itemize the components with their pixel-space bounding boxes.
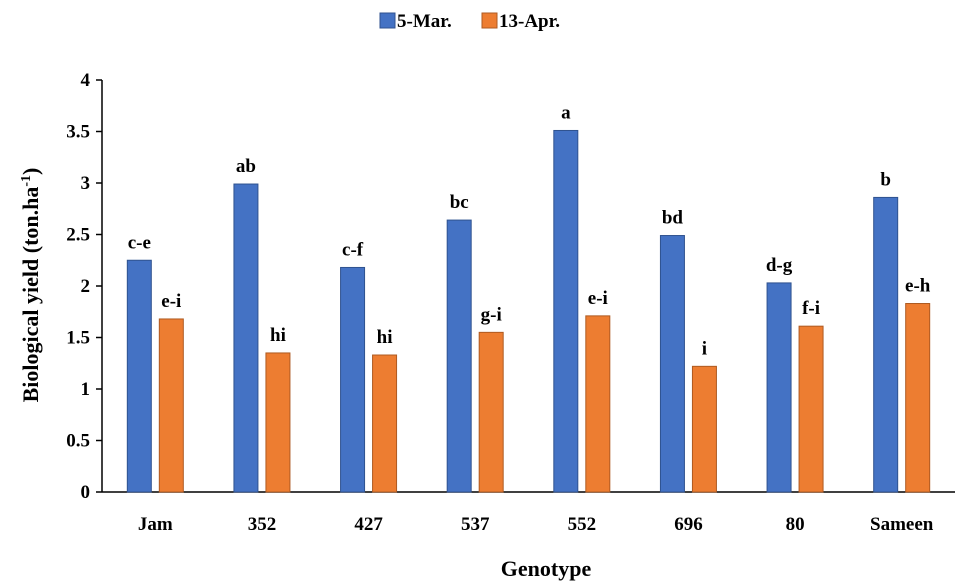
y-axis-title-end: ): [18, 168, 43, 175]
bar-13-apr: [691, 365, 717, 493]
x-category-label: 427: [354, 514, 383, 535]
legend-label-5-mar: 5-Mar.: [397, 11, 452, 32]
bar-significance-label: hi: [270, 325, 286, 346]
bar-13-apr: [372, 354, 398, 493]
y-tick-label: 3: [81, 173, 91, 194]
bar-5-mar: [446, 219, 472, 493]
y-tick-label: 1: [81, 379, 91, 400]
bar-significance-label: d-g: [766, 255, 793, 276]
bar-13-apr: [905, 303, 931, 493]
bar-5-mar: [873, 196, 899, 493]
bar-significance-label: hi: [377, 327, 393, 348]
y-axis-title-main: Biological yield (ton.ha: [18, 187, 43, 403]
bar-significance-label: g-i: [481, 304, 502, 325]
x-category-label: 537: [461, 514, 490, 535]
legend-swatch-13-apr: [481, 12, 498, 29]
bar-13-apr: [158, 318, 184, 493]
x-category-label: 552: [568, 514, 597, 535]
bar-5-mar: [340, 266, 366, 493]
bar-13-apr: [585, 315, 611, 493]
bar-significance-label: c-e: [128, 232, 151, 253]
y-tick-label: 2: [81, 276, 91, 297]
bar-significance-label: i: [702, 338, 707, 359]
x-category-label: 80: [786, 514, 805, 535]
bar-significance-label: e-i: [161, 291, 181, 312]
x-category-label: 696: [674, 514, 703, 535]
x-category-label: 352: [248, 514, 277, 535]
bar-significance-label: ab: [236, 156, 256, 177]
bar-5-mar: [766, 282, 792, 493]
legend: 5-Mar. 13-Apr.: [379, 11, 560, 32]
x-category-label: Jam: [138, 514, 173, 535]
y-tick-label: 0.5: [66, 431, 90, 452]
y-tick-label: 2.5: [66, 225, 90, 246]
bar-significance-label: e-h: [905, 276, 931, 297]
bar-5-mar: [126, 259, 152, 493]
legend-swatch-5-mar: [379, 12, 396, 29]
y-tick-label: 1.5: [66, 328, 90, 349]
bar-significance-label: b: [880, 169, 891, 190]
plot-area: 00.511.522.533.54Jamc-ee-i352abhi427c-fh…: [66, 70, 955, 535]
x-category-label: Sameen: [870, 514, 934, 535]
y-tick-label: 4: [81, 70, 91, 91]
y-tick-label: 0: [81, 482, 91, 503]
bar-significance-label: f-i: [802, 298, 820, 319]
y-axis-title-sup: -1: [19, 175, 34, 187]
y-tick-label: 3.5: [66, 122, 90, 143]
legend-label-13-apr: 13-Apr.: [499, 11, 560, 32]
y-axis-title: Biological yield (ton.ha-1): [18, 168, 43, 403]
bar-significance-label: c-f: [342, 239, 364, 260]
bar-5-mar: [233, 183, 259, 493]
bar-13-apr: [265, 352, 291, 493]
bar-significance-label: bc: [450, 192, 469, 213]
bar-significance-label: a: [561, 102, 571, 123]
bar-5-mar: [553, 129, 579, 493]
bar-13-apr: [478, 331, 504, 493]
bar-5-mar: [659, 235, 685, 493]
bar-13-apr: [798, 325, 824, 493]
bar-significance-label: e-i: [588, 288, 608, 309]
x-axis-title: Genotype: [501, 556, 592, 581]
bar-significance-label: bd: [662, 208, 684, 229]
